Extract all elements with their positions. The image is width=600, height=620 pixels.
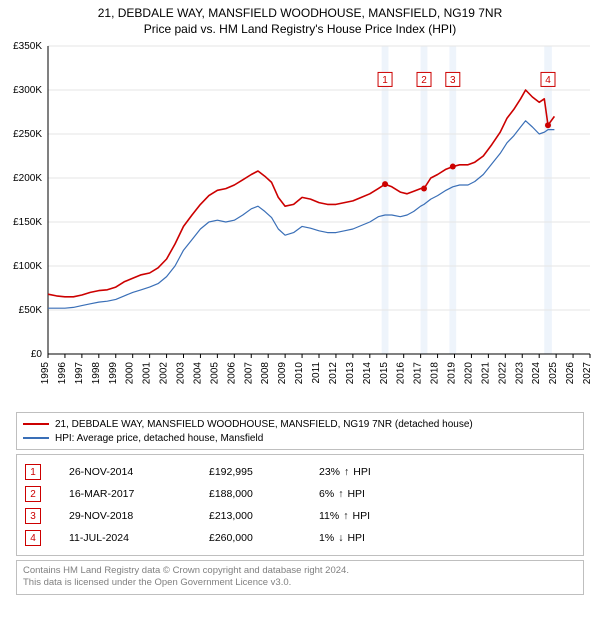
legend: 21, DEBDALE WAY, MANSFIELD WOODHOUSE, MA… (16, 412, 584, 450)
svg-text:2022: 2022 (497, 362, 508, 385)
svg-text:2012: 2012 (328, 362, 339, 385)
transaction-delta: 1%↓HPI (319, 532, 439, 544)
svg-text:1: 1 (382, 75, 388, 86)
svg-text:2025: 2025 (548, 362, 559, 385)
arrow-up-icon: ↑ (338, 488, 343, 500)
svg-text:2018: 2018 (430, 362, 441, 385)
transaction-delta: 23%↑HPI (319, 466, 439, 478)
transaction-marker-number: 3 (25, 508, 41, 524)
svg-text:1997: 1997 (74, 362, 85, 385)
transaction-row: 4 11-JUL-2024£260,0001%↓HPI (25, 527, 575, 549)
svg-text:1996: 1996 (57, 362, 68, 385)
svg-text:£100K: £100K (13, 261, 42, 272)
transaction-date: 26-NOV-2014 (69, 466, 209, 478)
svg-text:2000: 2000 (125, 362, 136, 385)
transaction-date: 29-NOV-2018 (69, 510, 209, 522)
svg-text:2026: 2026 (565, 362, 576, 385)
transaction-marker-number: 2 (25, 486, 41, 502)
svg-text:2005: 2005 (209, 362, 220, 385)
legend-label: HPI: Average price, detached house, Mans… (55, 433, 263, 444)
transaction-price: £192,995 (209, 466, 319, 478)
transaction-price: £260,000 (209, 532, 319, 544)
svg-text:£150K: £150K (13, 217, 42, 228)
svg-text:2006: 2006 (226, 362, 237, 385)
svg-text:4: 4 (545, 75, 551, 86)
svg-text:2013: 2013 (345, 362, 356, 385)
svg-text:2019: 2019 (447, 362, 458, 385)
footer-line2: This data is licensed under the Open Gov… (23, 577, 577, 589)
svg-text:1995: 1995 (40, 362, 51, 385)
transaction-row: 3 29-NOV-2018£213,00011%↑HPI (25, 505, 575, 527)
transaction-row: 1 26-NOV-2014£192,99523%↑HPI (25, 461, 575, 483)
svg-text:2015: 2015 (379, 362, 390, 385)
transaction-delta: 11%↑HPI (319, 510, 439, 522)
svg-text:2008: 2008 (260, 362, 271, 385)
transaction-marker-number: 1 (25, 464, 41, 480)
svg-text:3: 3 (450, 75, 456, 86)
svg-text:2024: 2024 (531, 362, 542, 385)
transaction-date: 16-MAR-2017 (69, 488, 209, 500)
svg-text:2021: 2021 (480, 362, 491, 385)
svg-text:2004: 2004 (192, 362, 203, 385)
svg-text:£0: £0 (31, 349, 43, 360)
transaction-price: £213,000 (209, 510, 319, 522)
arrow-up-icon: ↑ (344, 466, 349, 478)
svg-text:2010: 2010 (294, 362, 305, 385)
svg-text:1998: 1998 (91, 362, 102, 385)
svg-text:2014: 2014 (362, 362, 373, 385)
transaction-row: 2 16-MAR-2017£188,0006%↑HPI (25, 483, 575, 505)
legend-item: 21, DEBDALE WAY, MANSFIELD WOODHOUSE, MA… (23, 417, 577, 431)
svg-text:2016: 2016 (396, 362, 407, 385)
title-line2: Price paid vs. HM Land Registry's House … (0, 22, 600, 36)
footer-line1: Contains HM Land Registry data © Crown c… (23, 565, 577, 577)
svg-text:2002: 2002 (159, 362, 170, 385)
svg-text:2001: 2001 (142, 362, 153, 385)
legend-swatch (23, 423, 49, 425)
svg-text:1999: 1999 (108, 362, 119, 385)
svg-text:2003: 2003 (176, 362, 187, 385)
legend-item: HPI: Average price, detached house, Mans… (23, 431, 577, 445)
svg-text:£300K: £300K (13, 85, 42, 96)
svg-text:2027: 2027 (582, 362, 593, 385)
attribution-footer: Contains HM Land Registry data © Crown c… (16, 560, 584, 595)
svg-text:2007: 2007 (243, 362, 254, 385)
transaction-price: £188,000 (209, 488, 319, 500)
title-line1: 21, DEBDALE WAY, MANSFIELD WOODHOUSE, MA… (0, 6, 600, 20)
price-chart: £0 £50K £100K £150K £200K £250K £300K £350K 1995… (0, 36, 600, 406)
svg-text:£50K: £50K (19, 305, 43, 316)
svg-text:£200K: £200K (13, 173, 42, 184)
transaction-date: 11-JUL-2024 (69, 532, 209, 544)
svg-text:2020: 2020 (463, 362, 474, 385)
transactions-table: 126-NOV-2014£192,99523%↑HPI216-MAR-2017£… (16, 454, 584, 556)
svg-text:2023: 2023 (514, 362, 525, 385)
legend-swatch (23, 437, 49, 439)
arrow-down-icon: ↓ (338, 532, 343, 544)
svg-text:2017: 2017 (413, 362, 424, 385)
transaction-delta: 6%↑HPI (319, 488, 439, 500)
transaction-marker-number: 4 (25, 530, 41, 546)
svg-text:2009: 2009 (277, 362, 288, 385)
svg-text:£350K: £350K (13, 41, 42, 52)
legend-label: 21, DEBDALE WAY, MANSFIELD WOODHOUSE, MA… (55, 419, 473, 430)
svg-text:2: 2 (421, 75, 427, 86)
svg-text:2011: 2011 (311, 362, 322, 384)
arrow-up-icon: ↑ (343, 510, 348, 522)
svg-text:£250K: £250K (13, 129, 42, 140)
